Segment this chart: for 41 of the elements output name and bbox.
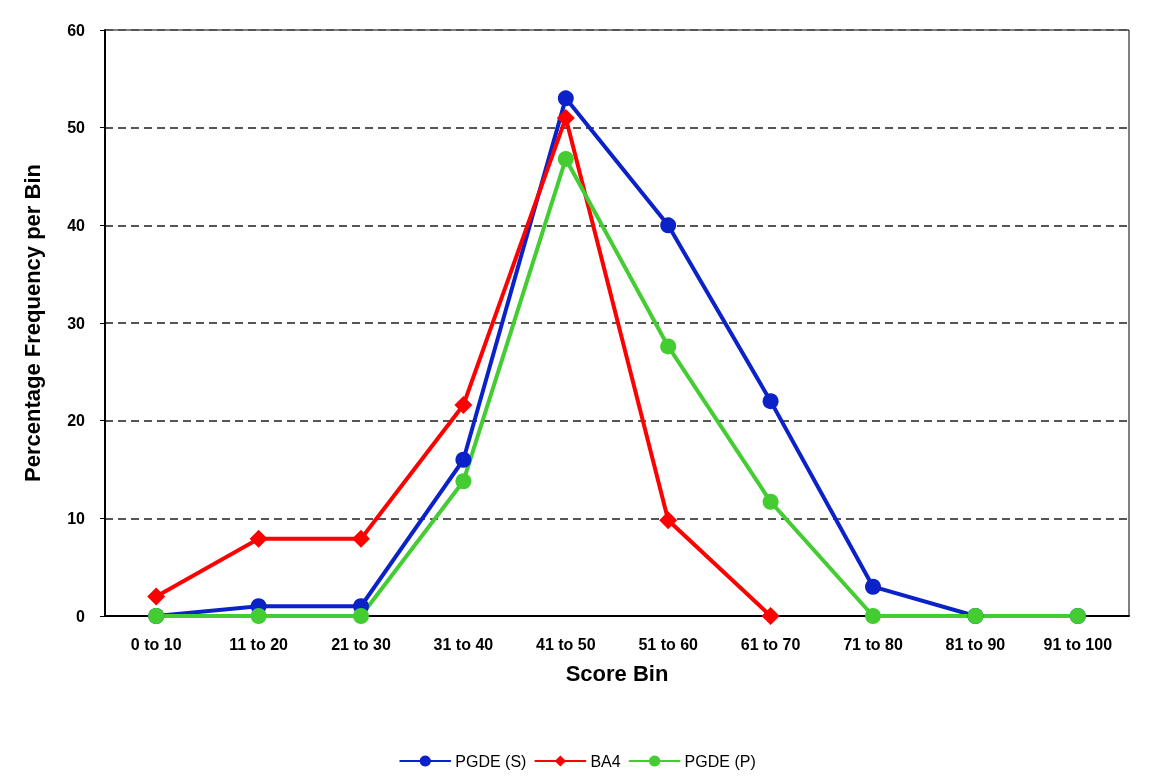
point [147,587,166,606]
point [352,529,370,548]
point [455,473,472,490]
y-tick-label: 50 [67,119,86,137]
legend-label: BA4 [590,752,621,770]
point [761,607,780,625]
legend-label: PGDE (P) [684,752,756,770]
x-tick-label: 41 to 50 [536,635,596,653]
x-tick-label: 11 to 20 [229,635,289,653]
x-tick-label: 71 to 80 [843,635,903,653]
point [249,529,268,548]
point [250,608,267,624]
legend-label: PGDE (S) [455,752,527,770]
point [353,608,369,624]
y-axis-title: Percentage Frequency per Bin [19,164,45,482]
point [660,338,677,355]
point [455,451,472,468]
point [762,393,779,410]
x-tick-label: 31 to 40 [433,635,494,653]
y-tick-label: 30 [67,314,86,332]
y-tick-label: 60 [67,21,86,39]
y-tick-label: 20 [67,412,86,430]
point [659,511,678,530]
point [557,150,574,167]
point [557,90,574,107]
y-tick-label: 0 [76,607,86,625]
point [865,578,881,595]
x-tick-label: 61 to 70 [740,635,801,653]
point [762,493,779,510]
point [865,608,881,624]
x-tick-label: 81 to 90 [945,635,1006,653]
x-axis-title: Score Bin [565,660,669,686]
x-tick-label: 51 to 60 [638,635,699,653]
point [556,108,575,127]
x-tick-label: 21 to 30 [331,635,391,653]
x-tick-label: 91 to 100 [1043,635,1113,653]
y-tick-label: 10 [67,509,86,527]
y-tick-label: 40 [67,216,86,234]
point [660,217,677,234]
x-tick-label: 0 to 10 [130,635,182,653]
point [454,396,473,415]
